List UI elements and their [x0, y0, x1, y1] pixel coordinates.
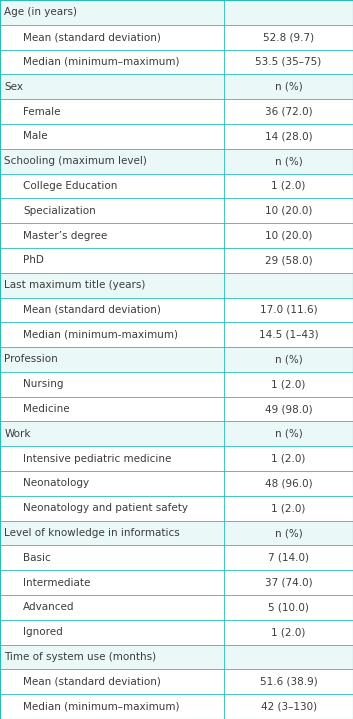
Text: Mean (standard deviation): Mean (standard deviation) — [23, 677, 161, 687]
Text: 7 (14.0): 7 (14.0) — [268, 553, 309, 563]
Bar — [0, 496, 353, 521]
Text: 14.5 (1–43): 14.5 (1–43) — [259, 330, 318, 339]
Bar — [0, 24, 353, 50]
Text: Neonatology and patient safety: Neonatology and patient safety — [23, 503, 188, 513]
Text: Age (in years): Age (in years) — [4, 7, 77, 17]
Text: Intermediate: Intermediate — [23, 577, 90, 587]
Bar — [0, 347, 353, 372]
Bar — [0, 421, 353, 446]
Text: Basic: Basic — [23, 553, 51, 563]
Text: Level of knowledge in informatics: Level of knowledge in informatics — [4, 528, 180, 538]
Text: Medicine: Medicine — [23, 404, 70, 414]
Text: 42 (3–130): 42 (3–130) — [261, 702, 317, 712]
Text: 1 (2.0): 1 (2.0) — [271, 454, 306, 464]
Text: Time of system use (months): Time of system use (months) — [4, 652, 156, 662]
Text: 37 (74.0): 37 (74.0) — [265, 577, 312, 587]
Text: n (%): n (%) — [275, 82, 303, 92]
Text: n (%): n (%) — [275, 528, 303, 538]
Bar — [0, 446, 353, 471]
Text: 17.0 (11.6): 17.0 (11.6) — [260, 305, 317, 315]
Text: Median (minimum–maximum): Median (minimum–maximum) — [23, 702, 179, 712]
Text: PhD: PhD — [23, 255, 44, 265]
Bar — [0, 198, 353, 223]
Bar — [0, 669, 353, 695]
Text: Neonatology: Neonatology — [23, 478, 89, 488]
Text: Work: Work — [4, 429, 31, 439]
Bar — [0, 99, 353, 124]
Text: 48 (96.0): 48 (96.0) — [265, 478, 312, 488]
Bar — [0, 521, 353, 546]
Text: 36 (72.0): 36 (72.0) — [265, 106, 312, 116]
Text: Schooling (maximum level): Schooling (maximum level) — [4, 156, 147, 166]
Text: Intensive pediatric medicine: Intensive pediatric medicine — [23, 454, 171, 464]
Text: 53.5 (35–75): 53.5 (35–75) — [256, 57, 322, 67]
Bar — [0, 273, 353, 298]
Text: n (%): n (%) — [275, 156, 303, 166]
Bar — [0, 595, 353, 620]
Text: 49 (98.0): 49 (98.0) — [265, 404, 312, 414]
Text: 10 (20.0): 10 (20.0) — [265, 231, 312, 241]
Text: 1 (2.0): 1 (2.0) — [271, 380, 306, 389]
Bar — [0, 0, 353, 24]
Bar — [0, 645, 353, 669]
Text: Male: Male — [23, 132, 48, 142]
Bar — [0, 570, 353, 595]
Text: Specialization: Specialization — [23, 206, 96, 216]
Bar — [0, 695, 353, 719]
Text: 1 (2.0): 1 (2.0) — [271, 181, 306, 191]
Text: Median (minimum-maximum): Median (minimum-maximum) — [23, 330, 178, 339]
Bar — [0, 372, 353, 397]
Bar — [0, 397, 353, 421]
Bar — [0, 322, 353, 347]
Bar — [0, 173, 353, 198]
Bar — [0, 298, 353, 322]
Text: Mean (standard deviation): Mean (standard deviation) — [23, 32, 161, 42]
Text: Profession: Profession — [4, 354, 58, 365]
Text: 52.8 (9.7): 52.8 (9.7) — [263, 32, 314, 42]
Bar — [0, 74, 353, 99]
Text: 29 (58.0): 29 (58.0) — [265, 255, 312, 265]
Text: Nursing: Nursing — [23, 380, 64, 389]
Text: College Education: College Education — [23, 181, 117, 191]
Text: 51.6 (38.9): 51.6 (38.9) — [260, 677, 317, 687]
Text: Median (minimum–maximum): Median (minimum–maximum) — [23, 57, 179, 67]
Bar — [0, 124, 353, 149]
Text: n (%): n (%) — [275, 354, 303, 365]
Text: 14 (28.0): 14 (28.0) — [265, 132, 312, 142]
Bar — [0, 50, 353, 74]
Bar — [0, 546, 353, 570]
Text: Master’s degree: Master’s degree — [23, 231, 107, 241]
Text: Ignored: Ignored — [23, 627, 63, 637]
Text: n (%): n (%) — [275, 429, 303, 439]
Text: Sex: Sex — [4, 82, 23, 92]
Bar — [0, 149, 353, 173]
Bar — [0, 471, 353, 496]
Text: 1 (2.0): 1 (2.0) — [271, 627, 306, 637]
Text: Advanced: Advanced — [23, 603, 74, 613]
Bar — [0, 223, 353, 248]
Text: 1 (2.0): 1 (2.0) — [271, 503, 306, 513]
Bar — [0, 248, 353, 273]
Text: Female: Female — [23, 106, 60, 116]
Text: 5 (10.0): 5 (10.0) — [268, 603, 309, 613]
Bar — [0, 620, 353, 645]
Text: 10 (20.0): 10 (20.0) — [265, 206, 312, 216]
Text: Mean (standard deviation): Mean (standard deviation) — [23, 305, 161, 315]
Text: Last maximum title (years): Last maximum title (years) — [4, 280, 145, 290]
